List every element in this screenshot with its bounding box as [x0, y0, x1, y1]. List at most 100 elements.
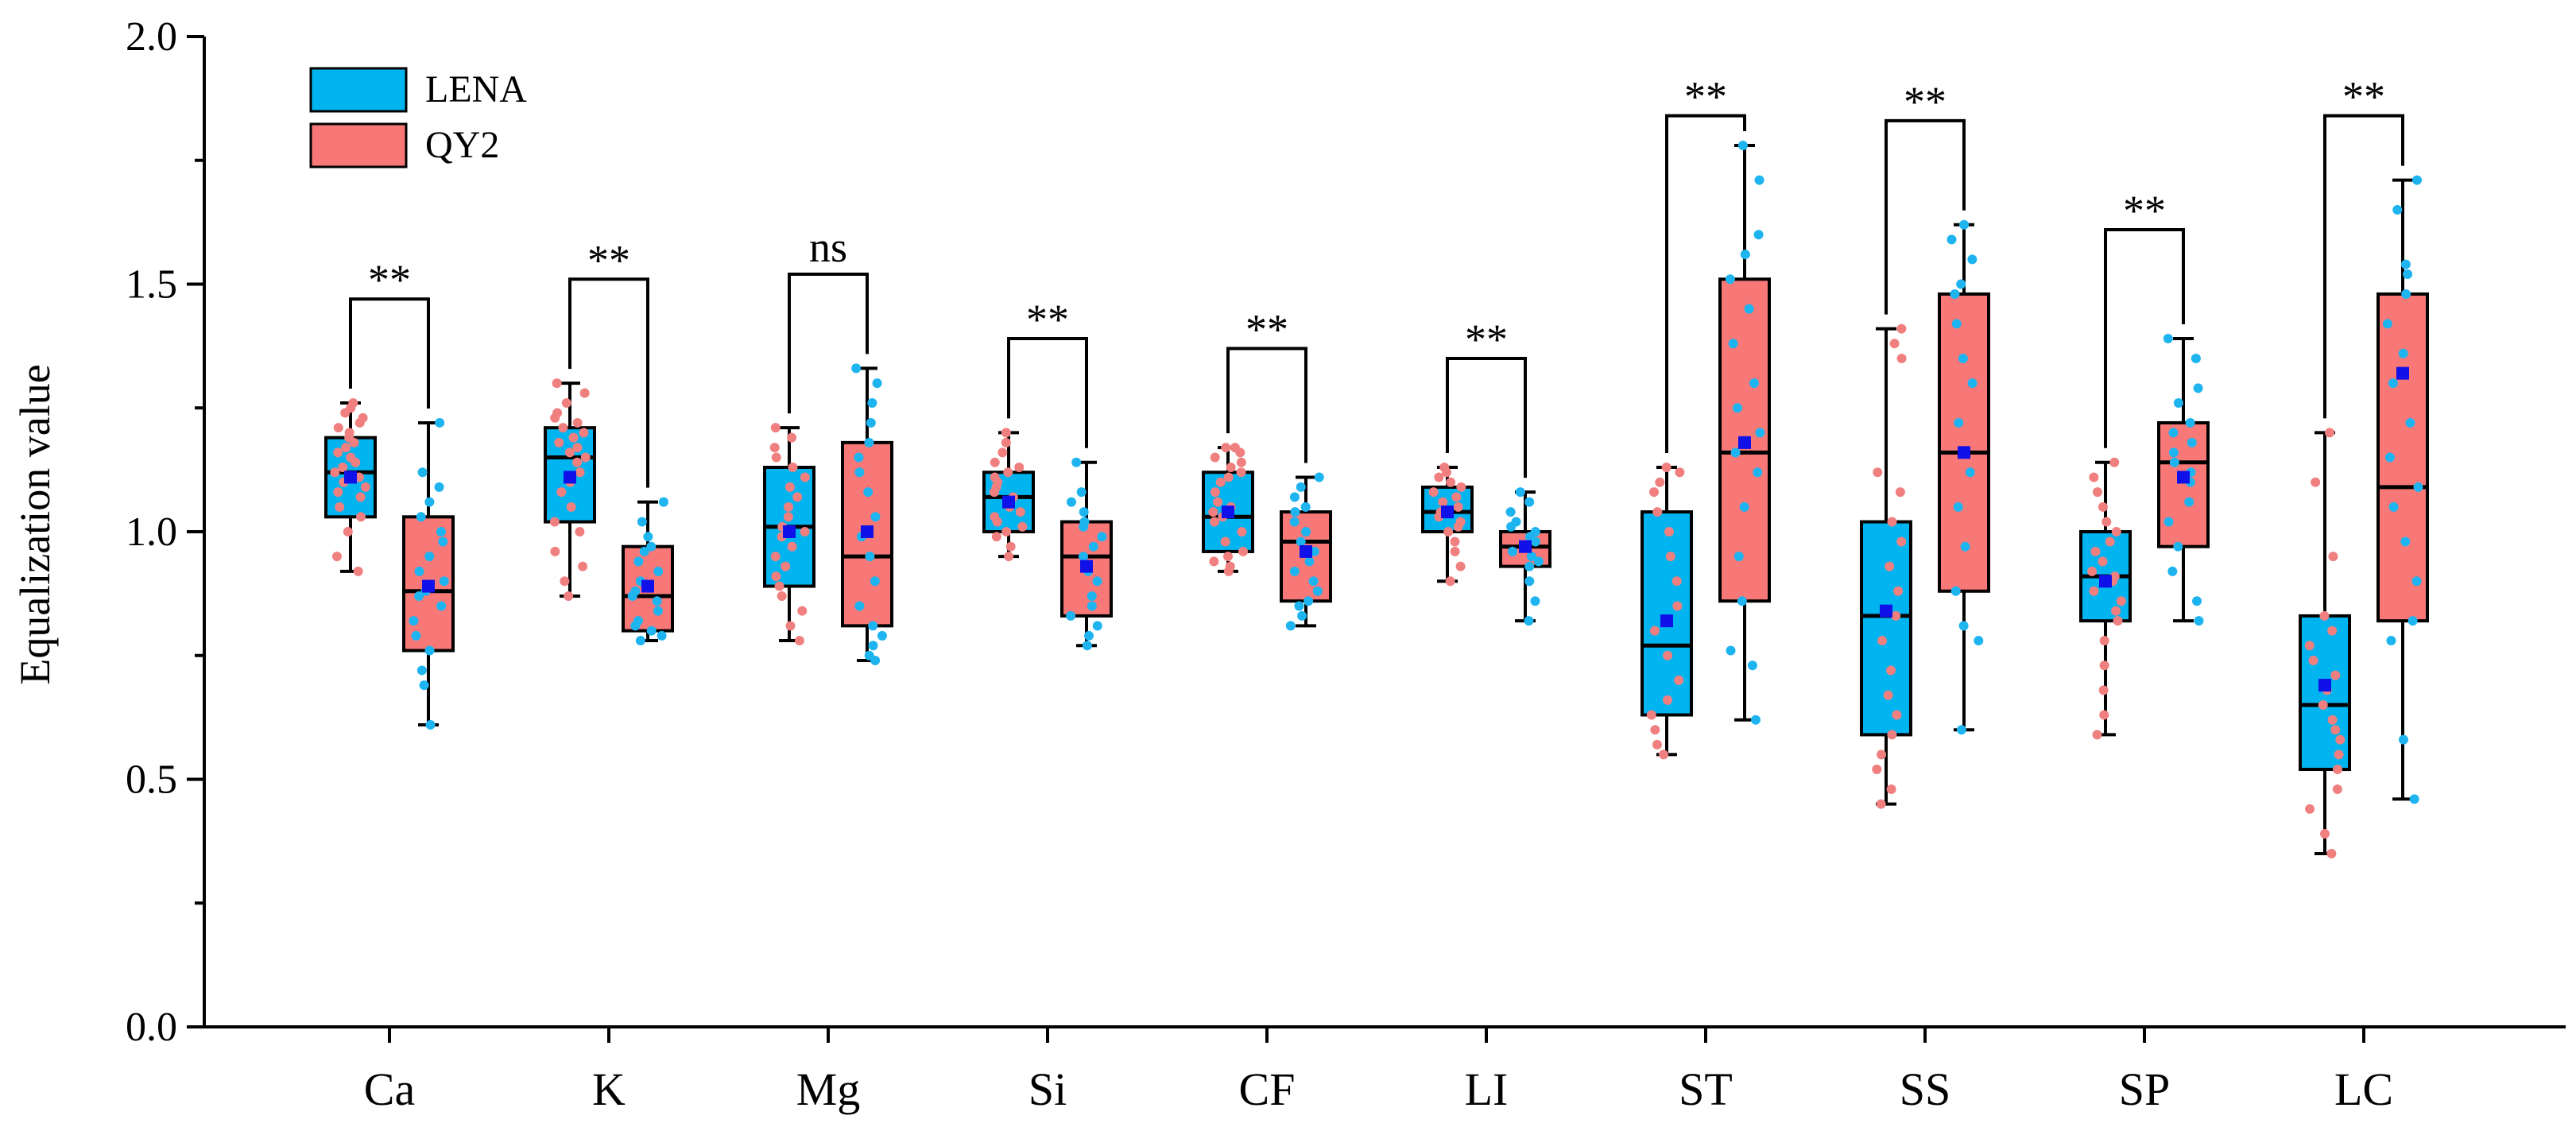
significance-label: **: [2342, 73, 2385, 121]
data-point: [2318, 700, 2328, 711]
data-point: [1737, 596, 1747, 606]
data-point: [864, 650, 874, 660]
data-point: [1873, 467, 1883, 478]
data-point: [2405, 417, 2415, 428]
data-point: [554, 437, 564, 447]
data-point: [997, 447, 1008, 458]
data-point: [1226, 463, 1236, 473]
data-point: [2163, 517, 2174, 527]
x-tick-label: LI: [1465, 1063, 1509, 1115]
data-point: [2319, 610, 2330, 621]
data-point: [1215, 477, 1226, 487]
data-point: [1953, 502, 1963, 512]
data-point: [1308, 576, 1319, 587]
data-point: [1886, 665, 1896, 676]
data-point: [1753, 230, 1764, 240]
data-point: [990, 512, 1000, 522]
data-point: [575, 527, 585, 536]
data-point: [2388, 378, 2398, 389]
data-point: [355, 492, 366, 502]
data-point: [360, 482, 370, 492]
data-point: [424, 552, 435, 562]
data-point: [990, 472, 1000, 482]
data-point: [2089, 586, 2099, 596]
data-point: [1453, 502, 1463, 512]
mean-marker: [1880, 604, 1892, 618]
data-point: [1092, 576, 1102, 587]
data-point: [1754, 175, 1764, 185]
data-point: [1210, 452, 1220, 463]
data-point: [2092, 487, 2102, 498]
data-point: [436, 527, 446, 536]
x-tick-label: K: [592, 1063, 626, 1115]
significance-label: **: [1245, 305, 1288, 353]
data-point: [1209, 556, 1219, 567]
data-point: [564, 591, 574, 601]
data-point: [785, 621, 796, 631]
data-point: [854, 452, 864, 463]
data-point: [1289, 492, 1300, 502]
data-point: [1737, 141, 1748, 151]
data-point: [1650, 725, 1660, 735]
data-point: [1004, 552, 1014, 562]
data-point: [1744, 304, 1754, 314]
data-point: [561, 398, 571, 409]
box-lena-st: [1641, 510, 1693, 717]
data-point: [2173, 398, 2183, 409]
data-point: [633, 616, 643, 626]
data-point: [572, 457, 583, 467]
significance-bracket-lc: **: [2323, 73, 2404, 419]
data-point: [2382, 319, 2392, 329]
data-point: [353, 566, 363, 576]
data-point: [2325, 428, 2335, 438]
data-point: [1289, 566, 1300, 576]
bracket-line: [2323, 114, 2404, 419]
data-point: [2090, 546, 2101, 556]
data-point: [1515, 487, 1525, 498]
mean-marker: [2396, 366, 2409, 380]
data-point: [1649, 487, 1660, 498]
data-point: [346, 452, 356, 463]
data-point: [1221, 443, 1231, 453]
data-point: [794, 636, 804, 646]
data-point: [1210, 517, 1220, 527]
data-point: [787, 541, 797, 552]
data-point: [865, 552, 875, 562]
data-point: [863, 487, 874, 498]
data-point: [1663, 650, 1673, 660]
significance-label: **: [1684, 73, 1727, 121]
data-point: [2401, 289, 2411, 299]
data-point: [1303, 596, 1314, 606]
data-point: [1530, 596, 1540, 606]
mean-marker: [1080, 560, 1093, 573]
data-point: [864, 437, 874, 447]
y-tick-label: 2.0: [126, 14, 177, 60]
data-point: [436, 601, 447, 611]
data-point: [1304, 556, 1315, 567]
data-point: [2326, 848, 2337, 858]
data-point: [549, 517, 560, 527]
mean-marker: [2318, 679, 2331, 692]
data-point: [1951, 319, 1962, 329]
data-point: [1443, 527, 1454, 536]
data-point: [1236, 457, 1246, 467]
data-point: [1646, 710, 1656, 720]
data-point: [1097, 532, 1107, 542]
data-point: [1524, 561, 1535, 571]
data-point: [769, 443, 780, 453]
data-point: [1003, 467, 1013, 478]
data-point: [572, 417, 583, 428]
data-point: [774, 581, 784, 591]
data-point: [867, 398, 877, 409]
significance-label: **: [1904, 78, 1947, 126]
bracket-line: [1446, 356, 1527, 478]
data-point: [2400, 536, 2411, 547]
data-point: [2411, 576, 2422, 587]
x-tick-label: Mg: [796, 1063, 861, 1115]
data-point: [1958, 621, 1969, 631]
data-point: [1753, 467, 1763, 478]
data-point: [2113, 616, 2123, 626]
data-point: [2098, 502, 2108, 512]
data-point: [1671, 576, 1682, 587]
data-point: [552, 378, 562, 389]
